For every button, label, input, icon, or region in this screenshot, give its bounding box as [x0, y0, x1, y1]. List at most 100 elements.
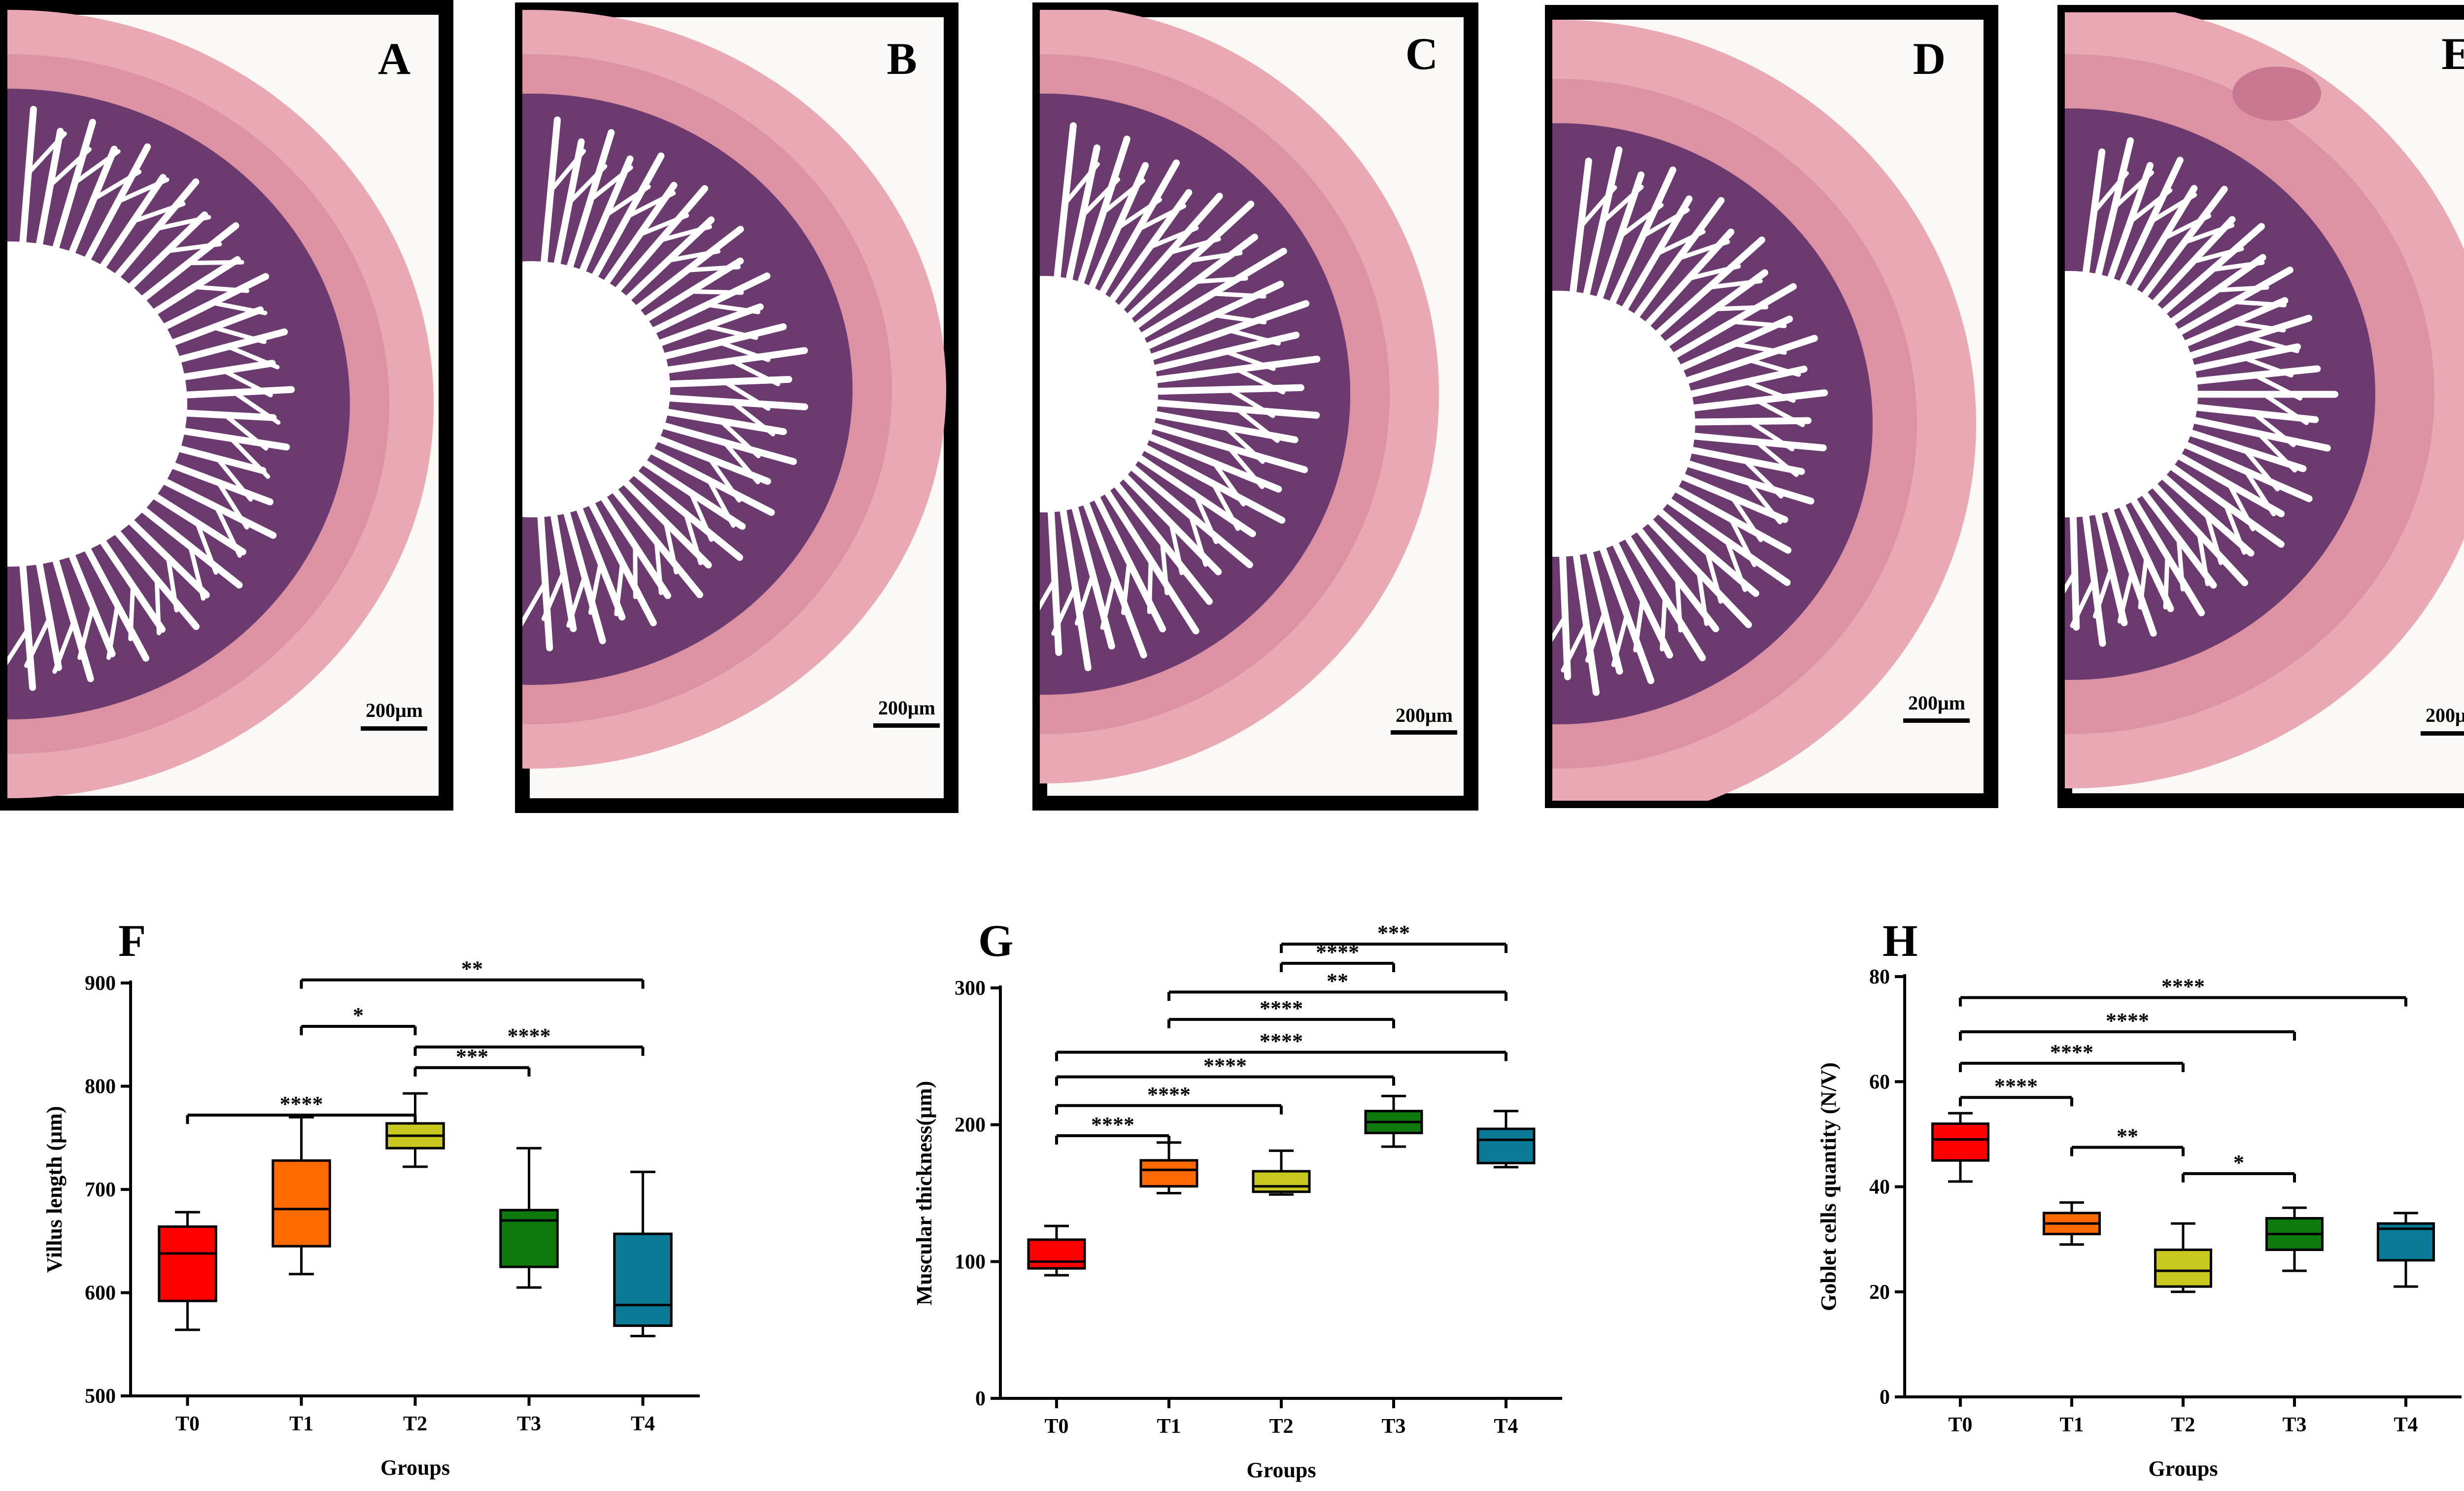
scale-bar-label: 200μm: [878, 697, 935, 719]
villus-cleft: [2150, 223, 2265, 325]
significance-bracket: ****: [1280, 940, 1395, 973]
villus-cleft: [625, 448, 746, 530]
villus-cleft: [2133, 479, 2217, 589]
villus-cleft: [1082, 162, 1149, 305]
villus-cleft: [1667, 335, 1818, 390]
scale-bar-label: 200μm: [2426, 704, 2464, 726]
significance-label: ****: [1260, 996, 1303, 1020]
histology-panel-c: C 200μm: [1032, 2, 1478, 811]
tissue-image: [7, 10, 434, 798]
villus-cleft: [2156, 254, 2266, 334]
villus-cleft: [2175, 413, 2331, 452]
x-tick-label: T3: [2282, 1414, 2306, 1436]
villus-clefts: [522, 116, 808, 651]
x-axis-title: Groups: [380, 1456, 450, 1480]
significance-label: ****: [1994, 1074, 2038, 1098]
box-t3: [2265, 1206, 2324, 1272]
significance-bracket: ****: [1167, 996, 1395, 1028]
villus-cleft: [644, 375, 792, 389]
villus-cleft: [1140, 332, 1300, 374]
villus-cleft: [2123, 485, 2205, 616]
villus-cleft: [1096, 476, 1199, 635]
box-t2: [2154, 1222, 2212, 1293]
villus-cleft: [91, 174, 167, 283]
panel-letter: C: [1405, 29, 1438, 79]
box-iqr: [272, 1159, 331, 1248]
villus-branch: [1552, 614, 1568, 643]
significance-bracket: **: [1167, 969, 1507, 1001]
villus-cleft: [2162, 445, 2285, 517]
significance-bracket: ****: [413, 1024, 645, 1056]
villus-cleft: [2168, 435, 2313, 503]
villus-cleft: [1671, 366, 1808, 402]
villus-cleft: [125, 222, 240, 314]
tissue-image: [2065, 12, 2464, 788]
villus-cleft: [562, 129, 615, 283]
y-axis-title: Muscular thickness(μm): [912, 1081, 936, 1306]
villus-branch: [522, 580, 548, 627]
significance-bracket: ***: [1280, 921, 1507, 953]
villus-cleft: [1067, 489, 1115, 650]
villus-cleft: [2150, 464, 2255, 557]
significance-label: ****: [1316, 940, 1359, 964]
x-tick-label: T4: [631, 1413, 655, 1435]
box-iqr: [613, 1232, 673, 1327]
villus-cleft: [592, 482, 672, 599]
villus-cleft: [1558, 540, 1572, 680]
villus-cleft: [2133, 186, 2228, 309]
villus-cleft: [574, 155, 634, 287]
panel-letter: A: [378, 34, 411, 84]
significance-bracket: **: [2070, 1124, 2185, 1156]
panel-letter: E: [2441, 29, 2464, 79]
villus-cleft: [114, 506, 210, 599]
box-t1: [1139, 1141, 1198, 1194]
villus-cleft: [1568, 157, 1592, 308]
villus-cleft: [1664, 467, 1788, 523]
histology-panel-a: A 200μm: [0, 0, 453, 811]
significance-bracket: *: [2182, 1151, 2296, 1183]
x-axis-title: Groups: [1246, 1458, 1316, 1482]
villus-cleft: [34, 548, 62, 671]
villus-cleft: [618, 458, 744, 561]
significance-bracket: ****: [1055, 1113, 1170, 1145]
villus-cleft: [1636, 507, 1752, 628]
villus-cleft: [1123, 234, 1258, 337]
villus-clefts: [2065, 137, 2338, 647]
villus-cleft: [536, 501, 553, 651]
scale-bar: [1903, 718, 1970, 723]
y-tick-label: 500: [85, 1385, 116, 1408]
villus-cleft: [2069, 501, 2080, 631]
histology-panel-d: D 200μm: [1545, 5, 1998, 808]
villus-cleft: [2175, 343, 2301, 375]
x-tick-label: T2: [1269, 1415, 1293, 1438]
villus-cleft: [114, 211, 208, 303]
villus-cleft: [641, 323, 787, 365]
tissue-image: [522, 10, 946, 769]
y-tick-label: 600: [85, 1282, 116, 1305]
tissue-image: [1040, 10, 1439, 783]
villus-cleft: [1650, 269, 1769, 357]
significance-label: ****: [2050, 1040, 2093, 1064]
tissue-fragment: [2232, 67, 2321, 121]
villus-cleft: [77, 533, 149, 662]
villus-cleft: [604, 185, 708, 305]
villus-cleft: [539, 116, 561, 278]
villus-cleft: [1657, 283, 1797, 367]
villus-cleft: [571, 493, 626, 621]
villus-cleft: [1133, 280, 1284, 355]
villus-cleft: [2092, 498, 2128, 627]
villus-cleft: [155, 360, 276, 384]
villus-cleft: [610, 467, 712, 569]
significance-bracket: ***: [413, 1045, 531, 1077]
villus-cleft: [2176, 402, 2319, 423]
box-t0: [158, 1211, 217, 1331]
villus-cleft: [2172, 314, 2313, 364]
villus-cleft: [1072, 136, 1130, 301]
significance-bracket: ****: [1055, 1029, 1507, 1061]
panel-letter: B: [887, 34, 917, 84]
villus-cleft: [2113, 157, 2184, 298]
villus-cleft: [1668, 455, 1814, 505]
scale-bar: [873, 723, 940, 728]
x-tick-label: T3: [1381, 1415, 1405, 1438]
villus-cleft: [1116, 201, 1255, 329]
